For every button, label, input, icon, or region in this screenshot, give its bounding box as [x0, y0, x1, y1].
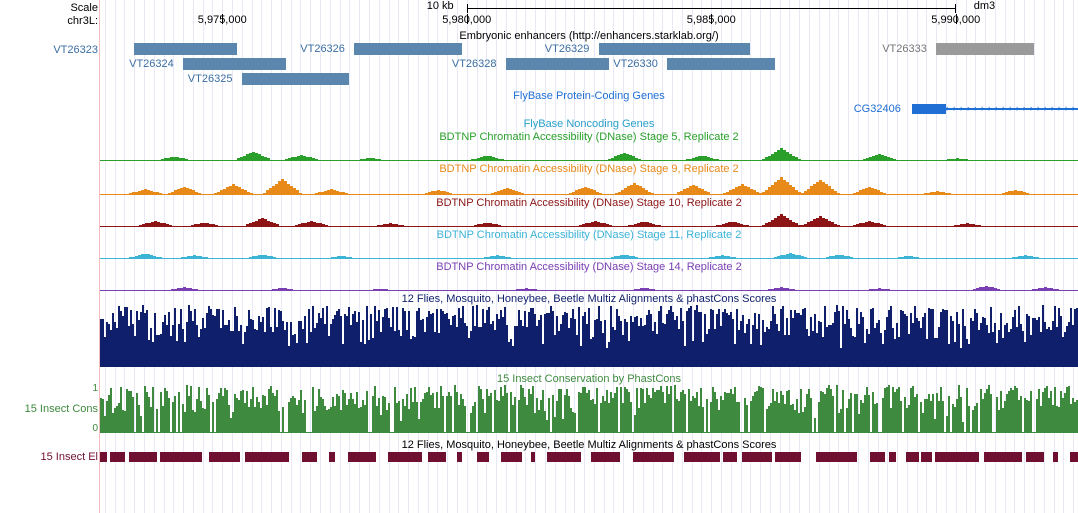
plot-area[interactable]: 10 kb dm3 5,975,0005,980,0005,985,0005,9… [100, 0, 1078, 513]
chrom-row-label: chr3L: [67, 15, 98, 27]
insect-el-title: 12 Flies, Mosquito, Honeybee, Beetle Mul… [100, 439, 1078, 451]
enhancer-VT26333[interactable] [936, 43, 1034, 55]
enhancer-VT26330[interactable] [667, 58, 775, 70]
dnase-title-s14: BDTNP Chromatin Accessibility (DNase) St… [100, 261, 1078, 273]
enhancer-label-VT26329: VT26329 [545, 43, 590, 55]
assembly-label: dm3 [974, 0, 995, 12]
enhancer-label-VT26326: VT26326 [300, 43, 345, 55]
insect-el-track[interactable] [100, 451, 1078, 463]
left-column: Scale chr3L: VT26323 15 Insect Cons 1 0 … [0, 0, 100, 513]
scale-row-label: Scale [70, 2, 98, 14]
gene-CG32406[interactable]: CG32406›››››››››››››››››››››››››››››››››… [100, 103, 1078, 115]
genome-browser: Scale chr3L: VT26323 15 Insect Cons 1 0 … [0, 0, 1078, 513]
dnase-title-s9: BDTNP Chromatin Accessibility (DNase) St… [100, 163, 1078, 175]
scale-value: 10 kb [427, 0, 454, 12]
enhancer-VT26323[interactable] [134, 43, 237, 55]
flybase-nc-title: FlyBase Noncoding Genes [100, 118, 1078, 130]
enhancer-label-VT26325: VT26325 [188, 73, 233, 85]
phast15-title: 15 Insect Conservation by PhastCons [100, 373, 1078, 385]
enhancer-label-VT26330: VT26330 [613, 58, 658, 70]
phast15-track[interactable] [100, 385, 1078, 433]
enhancer-VT26325[interactable] [242, 73, 350, 85]
dnase-title-s11: BDTNP Chromatin Accessibility (DNase) St… [100, 229, 1078, 241]
gene-label-CG32406: CG32406 [854, 103, 901, 115]
dnase-track-s14[interactable] [100, 273, 1078, 291]
phast15-ymin: 0 [92, 423, 98, 434]
enhancer-label-vt26323: VT26323 [53, 44, 98, 56]
dnase-title-s5: BDTNP Chromatin Accessibility (DNase) St… [100, 131, 1078, 143]
dnase-track-s9[interactable] [100, 175, 1078, 195]
enhancers-title: Embryonic enhancers (http://enhancers.st… [100, 30, 1078, 42]
enhancer-VT26328[interactable] [506, 58, 609, 70]
enhancer-label-VT26333: VT26333 [882, 43, 927, 55]
insect-el-left-label: 15 Insect El [41, 451, 98, 463]
flybase-pc-title: FlyBase Protein-Coding Genes [100, 90, 1078, 102]
multiz12-title: 12 Flies, Mosquito, Honeybee, Beetle Mul… [100, 293, 1078, 305]
multiz12-track[interactable] [100, 305, 1078, 367]
enhancer-VT26326[interactable] [354, 43, 462, 55]
enhancer-label-VT26328: VT26328 [452, 58, 497, 70]
phast15-ymax: 1 [92, 383, 98, 394]
dnase-track-s5[interactable] [100, 143, 1078, 161]
scale-bar [467, 4, 956, 14]
dnase-title-s10: BDTNP Chromatin Accessibility (DNase) St… [100, 197, 1078, 209]
enhancer-VT26329[interactable] [599, 43, 751, 55]
phast15-left-label: 15 Insect Cons [25, 403, 98, 415]
dnase-track-s11[interactable] [100, 241, 1078, 259]
enhancer-label-VT26324: VT26324 [129, 58, 174, 70]
enhancer-VT26324[interactable] [183, 58, 286, 70]
dnase-track-s10[interactable] [100, 209, 1078, 227]
